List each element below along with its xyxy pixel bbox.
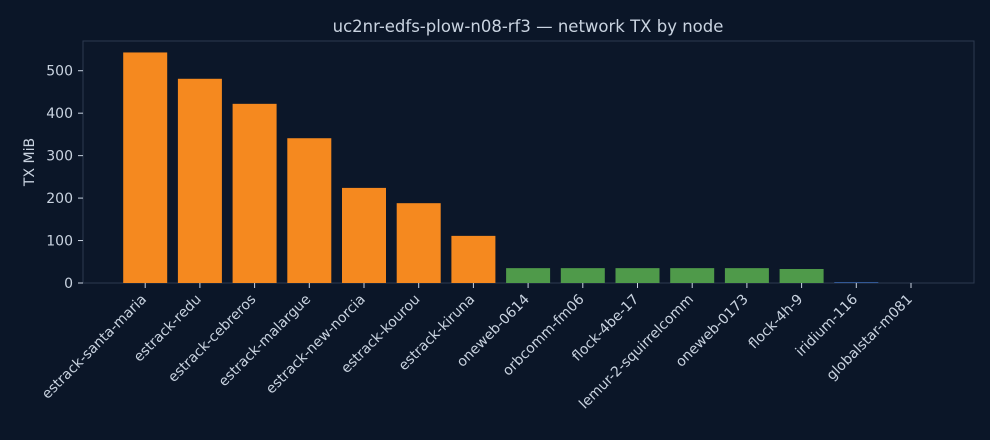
y-axis-label: TX MiB <box>22 138 38 187</box>
bar-oneweb-0614 <box>506 268 551 283</box>
y-tick-label: 400 <box>46 106 73 122</box>
chart-title: uc2nr-edfs-plow-n08-rf3 — network TX by … <box>333 17 724 36</box>
bar-estrack-redu <box>177 78 222 283</box>
bar-estrack-cebreros <box>232 103 277 284</box>
bar-iridium-116 <box>834 282 879 283</box>
bar-flock-4be-17 <box>615 268 660 283</box>
plot-area <box>82 40 975 284</box>
y-tick-label: 200 <box>46 191 73 207</box>
x-tick-label: estrack-malargue <box>216 292 314 390</box>
x-tick-label: estrack-santa-maria <box>39 292 150 403</box>
y-tick-label: 100 <box>46 234 73 250</box>
bar-estrack-kiruna <box>451 235 496 283</box>
x-tick-label: estrack-new-norcia <box>263 292 369 398</box>
bar-estrack-new-norcia <box>342 187 386 283</box>
y-tick-label: 500 <box>46 64 73 80</box>
bar-estrack-santa-maria <box>123 52 168 283</box>
bar-estrack-malargue <box>287 138 332 283</box>
bar-estrack-kourou <box>396 203 441 283</box>
bar-lemur-2-squirrelcomm <box>670 268 715 283</box>
bar-orbcomm-fm06 <box>560 268 605 283</box>
y-axis: 0 100 200 300 400 500 <box>46 64 83 292</box>
bar-oneweb-0173 <box>724 268 769 283</box>
bar-flock-4h-9 <box>779 268 824 283</box>
x-axis: estrack-santa-mariaestrack-reduestrack-c… <box>39 283 916 412</box>
y-tick-label: 0 <box>64 276 73 292</box>
y-tick-label: 300 <box>46 149 73 165</box>
bars <box>123 52 879 284</box>
